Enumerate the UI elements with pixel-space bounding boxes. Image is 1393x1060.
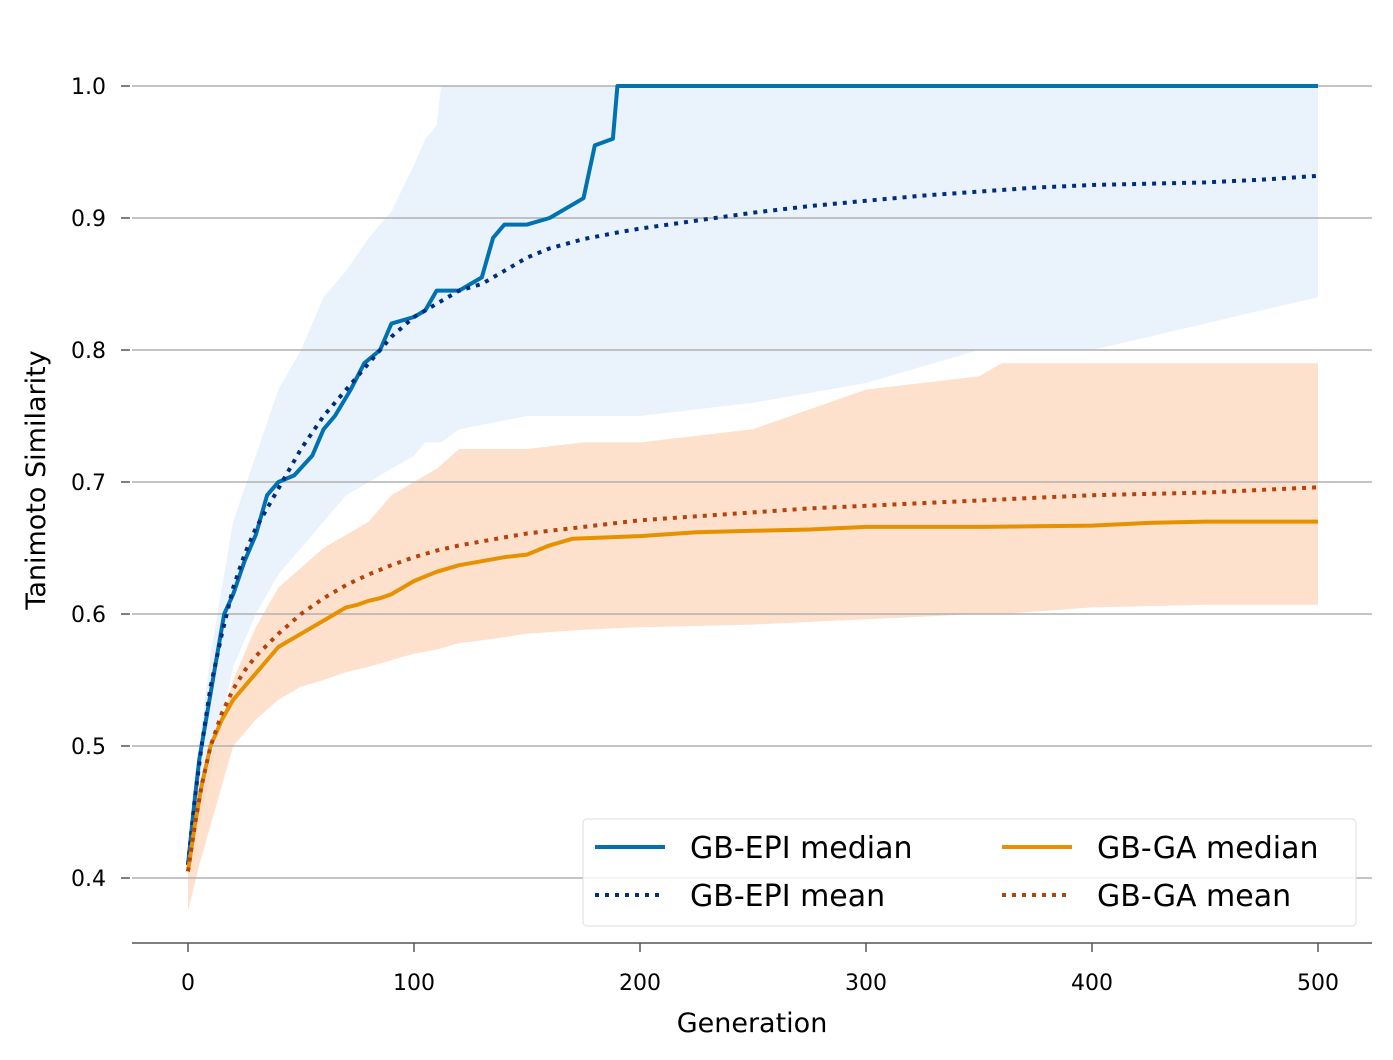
legend-entry: GB-EPI median [595,831,913,866]
x-axis: 0 100 200 300 400 500 [132,942,1372,996]
legend-entry: GB-GA mean [1002,879,1291,914]
y-tick-label: 0.6 [71,603,106,628]
y-tick-label: 0.5 [71,735,106,760]
x-axis-label: Generation [677,1008,828,1039]
legend-label: GB-EPI mean [690,879,885,914]
x-tick-label: 100 [393,971,435,996]
y-tick-label: 0.8 [71,339,106,364]
legend: GB-EPI median GB-EPI mean GB-GA median GB-G… [582,818,1357,927]
x-tick-label: 200 [619,971,661,996]
confidence-bands [188,86,1318,911]
x-tick-label: 400 [1071,971,1113,996]
legend-label: GB-GA mean [1097,879,1291,914]
x-tick-label: 0 [181,971,195,996]
legend-entry: GB-EPI mean [595,879,885,914]
y-tick-label: 0.7 [71,471,106,496]
series-line-gb-ga-median [186,519,1318,872]
legend-entry: GB-GA median [1002,831,1319,866]
series-lines [186,84,1319,872]
band-gb-epi [188,86,1318,865]
x-tick-label: 300 [845,971,887,996]
series-line-gb-epi-mean [186,173,1319,866]
y-axis-label: Tanimoto Similarity [21,350,52,610]
legend-label: GB-GA median [1097,831,1319,866]
y-tick-label: 0.4 [71,867,106,892]
x-tick-label: 500 [1297,971,1339,996]
legend-label: GB-EPI median [690,831,913,866]
band-gb-ga [188,363,1318,911]
y-tick-label: 1.0 [71,75,106,100]
y-axis: 0.4 0.5 0.6 0.7 0.8 0.9 1.0 [71,75,130,892]
series-line-gb-epi-median [186,84,1318,866]
y-tick-label: 0.9 [71,207,106,232]
legend-frame [582,818,1357,927]
